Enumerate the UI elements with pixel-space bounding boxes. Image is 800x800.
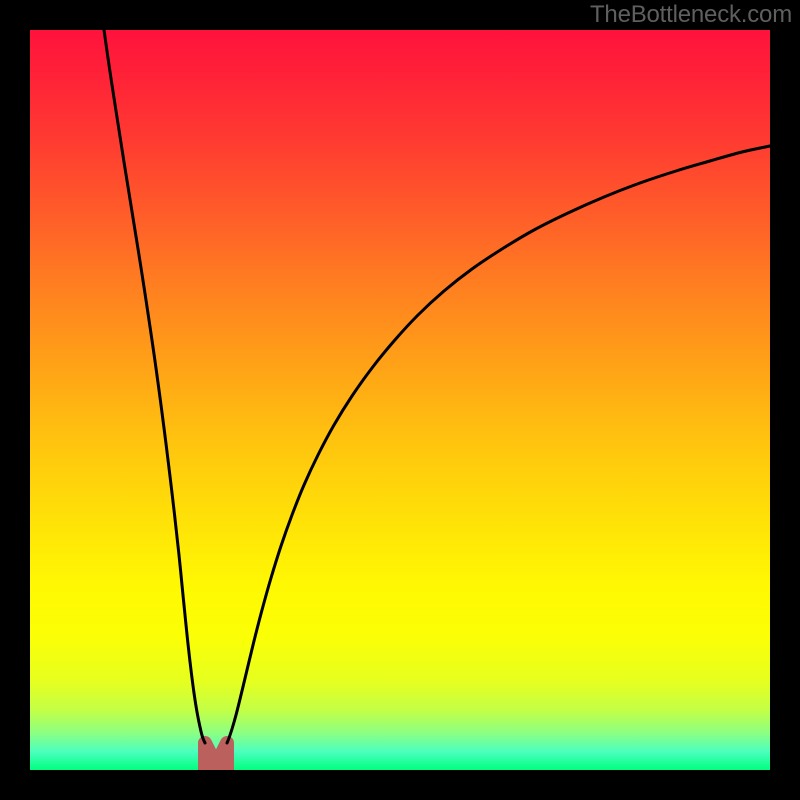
chart-container: TheBottleneck.com bbox=[0, 0, 800, 800]
watermark-text: TheBottleneck.com bbox=[590, 1, 792, 29]
plot-background bbox=[30, 30, 770, 770]
bottleneck-curve-chart bbox=[0, 0, 800, 800]
